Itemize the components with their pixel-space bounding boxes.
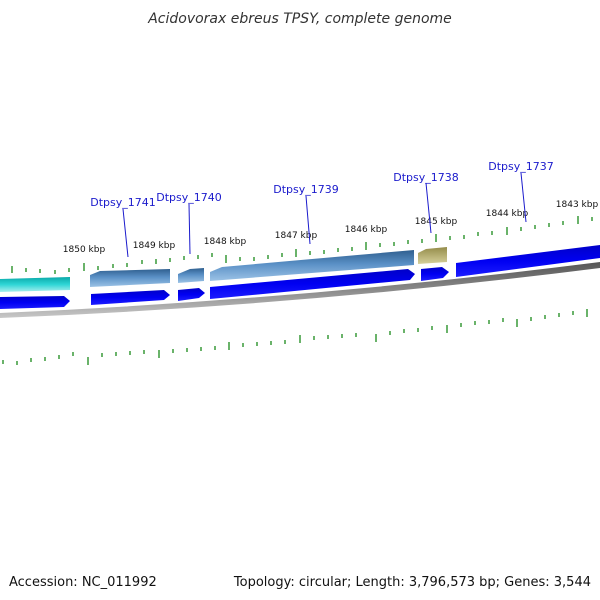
genome-backbone <box>0 262 600 318</box>
gene-steel-dtpsy-1740[interactable] <box>178 268 204 283</box>
genome-summary-text: Topology: circular; Length: 3,796,573 bp… <box>233 575 591 590</box>
scale-label-1843: 1843 kbp <box>556 200 599 210</box>
scale-labels: 1850 kbp 1849 kbp 1848 kbp 1847 kbp 1846… <box>63 200 599 255</box>
scale-label-1847: 1847 kbp <box>275 231 318 241</box>
scale-label-1848: 1848 kbp <box>204 237 247 247</box>
scale-label-1844: 1844 kbp <box>486 209 529 219</box>
gene-blue-lower-2[interactable] <box>91 290 170 305</box>
map-title: Acidovorax ebreus TPSY, complete genome <box>147 11 452 27</box>
gene-olive-dtpsy-1738[interactable] <box>418 247 447 264</box>
accession-text: Accession: NC_011992 <box>9 575 157 590</box>
gene-label-lines <box>122 172 527 258</box>
gene-label-dtpsy-1739[interactable]: Dtpsy_1739 <box>273 183 339 196</box>
scale-label-1846: 1846 kbp <box>345 225 388 235</box>
upper-genes <box>0 245 600 292</box>
gene-label-dtpsy-1738[interactable]: Dtpsy_1738 <box>393 171 459 184</box>
upper-tick-ring <box>11 216 593 274</box>
gene-blue-lower-5[interactable] <box>421 267 449 281</box>
lower-tick-ring <box>2 309 588 365</box>
scale-label-1850: 1850 kbp <box>63 245 106 255</box>
gene-label-dtpsy-1740[interactable]: Dtpsy_1740 <box>156 191 222 204</box>
gene-steel-dtpsy-1739[interactable] <box>210 250 414 281</box>
gene-steel-dtpsy-1741[interactable] <box>90 269 170 287</box>
scale-label-1845: 1845 kbp <box>415 217 458 227</box>
gene-blue-lower-3[interactable] <box>178 288 205 301</box>
gene-label-dtpsy-1741[interactable]: Dtpsy_1741 <box>90 196 156 209</box>
gene-cyan-left[interactable] <box>0 277 70 292</box>
lower-genes <box>0 267 449 309</box>
scale-label-1849: 1849 kbp <box>133 241 176 251</box>
gene-blue-upper-right[interactable] <box>456 245 600 277</box>
gene-blue-lower-1[interactable] <box>0 296 70 309</box>
gene-labels: Dtpsy_1741 Dtpsy_1740 Dtpsy_1739 Dtpsy_1… <box>90 160 554 209</box>
gene-label-dtpsy-1737[interactable]: Dtpsy_1737 <box>488 160 554 173</box>
gene-blue-lower-4[interactable] <box>210 269 415 299</box>
